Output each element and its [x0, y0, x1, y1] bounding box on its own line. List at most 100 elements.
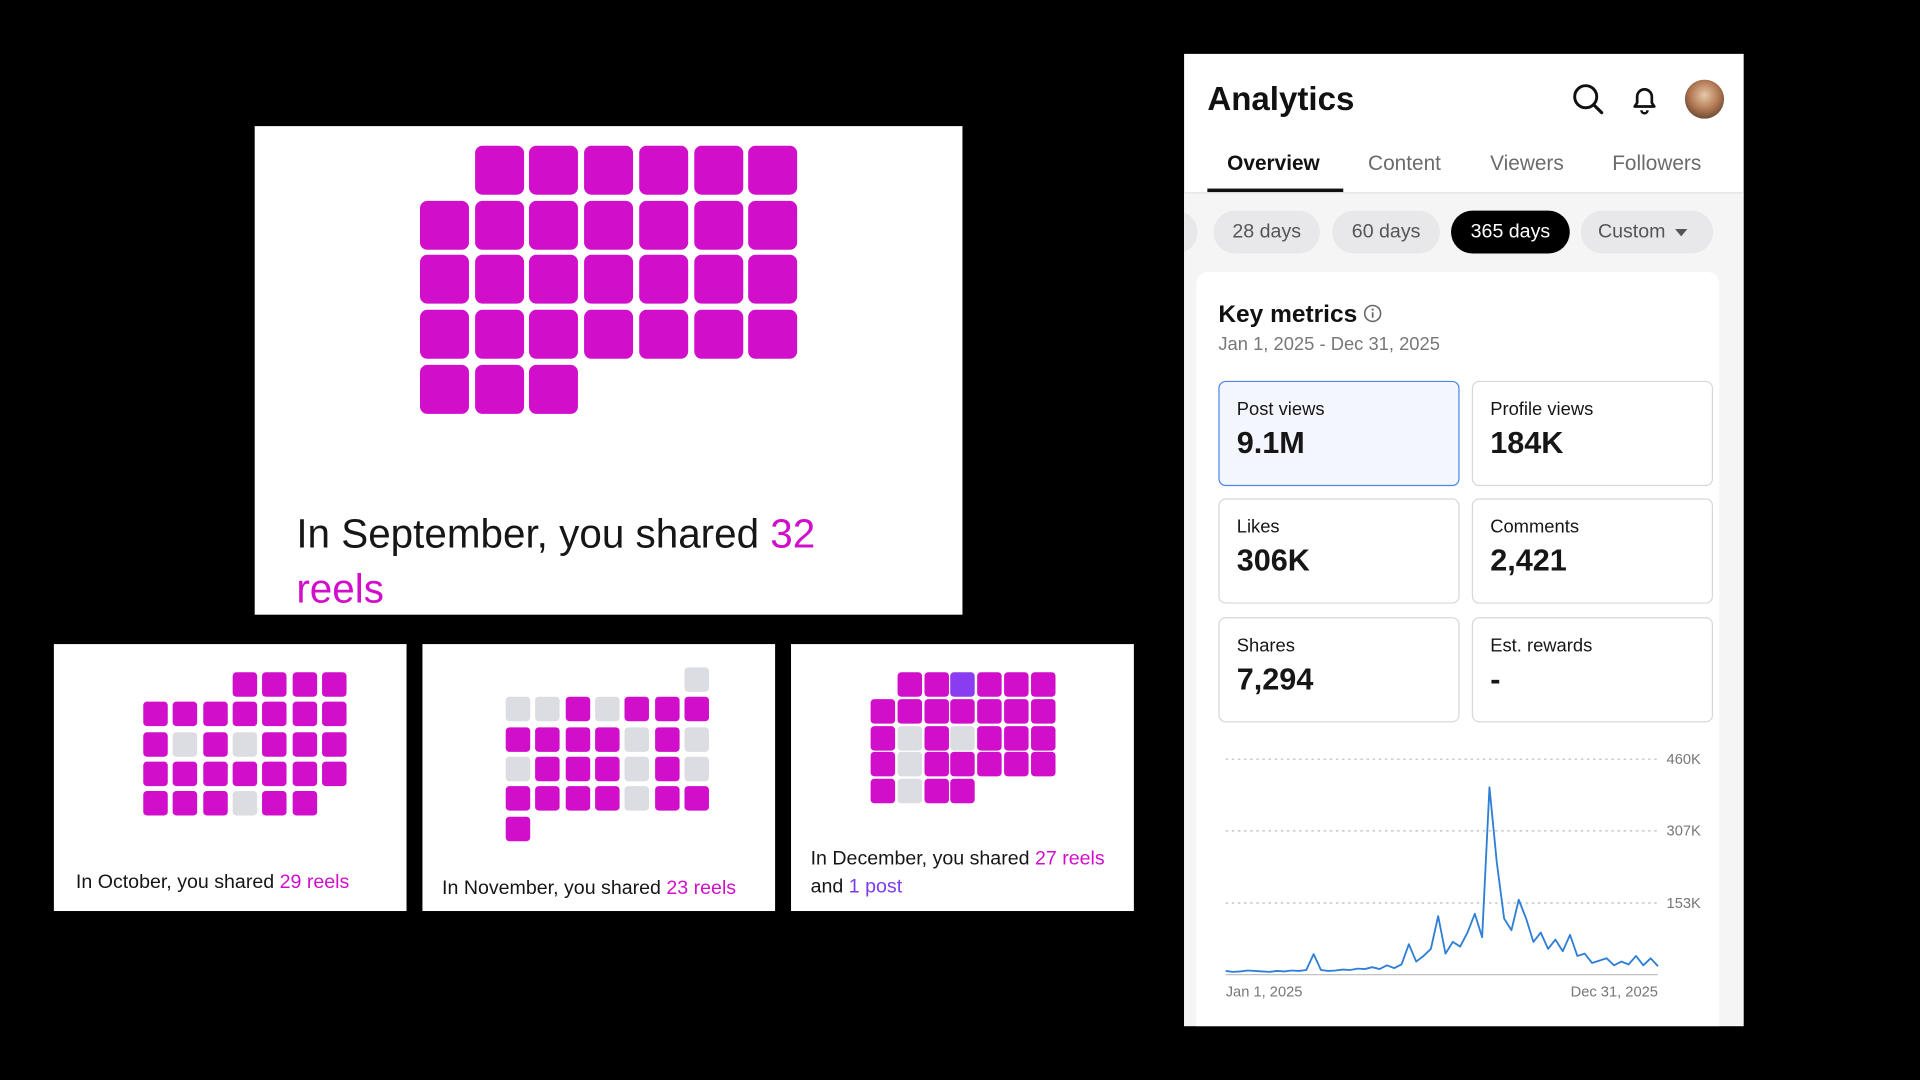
- search-icon[interactable]: [1571, 82, 1605, 116]
- day-cell: [1004, 672, 1029, 697]
- day-cell: [684, 697, 709, 722]
- range-pill[interactable]: Custom: [1580, 210, 1714, 254]
- range-pill[interactable]: 28 days: [1213, 210, 1321, 254]
- day-cell: [624, 697, 650, 722]
- day-cell: [565, 697, 590, 722]
- day-cell: [654, 786, 679, 811]
- day-cell: [1004, 752, 1029, 777]
- day-cell: [870, 752, 896, 777]
- tab[interactable]: Overview: [1227, 151, 1320, 176]
- recap-sentence: In November, you shared: [442, 877, 667, 899]
- recap-text: In December, you shared 27 reels and 1 po…: [811, 845, 1129, 901]
- day-cell: [594, 786, 620, 811]
- notification-icon[interactable]: [1627, 82, 1661, 116]
- day-cell: [474, 145, 524, 195]
- metric-tile[interactable]: Est. rewards -: [1471, 617, 1714, 723]
- day-cell: [1030, 725, 1056, 751]
- day-cell: [143, 731, 168, 757]
- range-pill[interactable]: 60 days: [1332, 210, 1441, 254]
- tab[interactable]: Content: [1368, 151, 1441, 176]
- september-card: In September, you shared 32 reels: [254, 126, 963, 616]
- day-cell: [950, 698, 976, 724]
- date-range: Jan 1, 2025 - Dec 31, 2025: [1218, 334, 1440, 356]
- day-cell: [292, 731, 317, 757]
- day-cell: [321, 672, 347, 697]
- recap-highlight: 29 reels: [279, 871, 350, 893]
- metric-tile[interactable]: Likes 306K: [1218, 498, 1460, 604]
- day-cell: [535, 697, 560, 722]
- day-cell: [638, 255, 688, 305]
- day-cell: [143, 791, 168, 816]
- day-cell: [748, 309, 798, 359]
- day-cell: [654, 726, 679, 752]
- range-pill[interactable]: [1184, 210, 1198, 254]
- recap-text: In November, you shared 23 reels: [442, 876, 736, 903]
- day-cell: [594, 726, 620, 752]
- day-cell: [420, 255, 469, 305]
- day-cell: [693, 255, 743, 305]
- day-cell: [529, 309, 579, 359]
- metric-tile[interactable]: Profile views 184K: [1471, 380, 1714, 487]
- day-cell: [420, 364, 469, 414]
- recap-highlight: 32 reels: [296, 510, 816, 612]
- avatar[interactable]: [1684, 79, 1725, 119]
- day-cell: [584, 145, 634, 195]
- day-cell: [474, 200, 524, 250]
- day-cell: [505, 786, 531, 811]
- day-cell: [950, 752, 976, 777]
- day-cell: [420, 309, 469, 359]
- metric-tile[interactable]: Shares 7,294: [1218, 617, 1460, 723]
- day-cell: [870, 779, 896, 804]
- day-cell: [505, 816, 531, 841]
- day-cell: [262, 672, 287, 697]
- day-cell: [202, 701, 228, 727]
- day-cell: [638, 145, 688, 195]
- day-cell: [474, 309, 524, 359]
- day-cell: [1004, 725, 1029, 751]
- day-cell: [232, 791, 258, 816]
- recap-text: In September, you shared 32 reels: [296, 506, 872, 616]
- day-cell: [262, 701, 287, 727]
- day-cell: [748, 200, 798, 250]
- recap-highlight: 23 reels: [666, 877, 737, 899]
- day-cell: [950, 725, 976, 751]
- day-cell: [748, 255, 798, 305]
- recap-sentence: In September, you shared: [296, 510, 771, 556]
- tab[interactable]: Viewers: [1490, 151, 1564, 176]
- day-cell: [535, 726, 560, 752]
- day-cell: [505, 697, 531, 722]
- day-cell: [923, 698, 949, 724]
- day-cell: [977, 725, 1002, 751]
- november-card: In November, you shared 23 reels: [422, 644, 776, 912]
- day-cell: [693, 309, 743, 359]
- day-cell: [684, 667, 709, 692]
- recap-highlight: 27 reels: [1034, 848, 1105, 870]
- y-tick-label: 460K: [1667, 752, 1702, 768]
- metric-label: Est. rewards: [1490, 635, 1593, 657]
- day-cell: [977, 752, 1002, 777]
- day-cell: [143, 701, 168, 727]
- tab[interactable]: Followers: [1612, 151, 1702, 176]
- day-cell: [529, 255, 579, 305]
- range-pill[interactable]: 365 days: [1451, 210, 1570, 254]
- metric-tile[interactable]: Comments 2,421: [1471, 498, 1714, 604]
- recap-sentence: and: [810, 876, 844, 898]
- info-icon[interactable]: [1363, 304, 1383, 324]
- metric-value: 9.1M: [1236, 426, 1305, 461]
- day-cell: [321, 731, 347, 757]
- day-cell: [232, 672, 258, 697]
- metric-label: Profile views: [1490, 399, 1594, 421]
- analytics-panel: Analytics Overview Content Viewers Follo…: [1184, 53, 1744, 1027]
- day-cell: [1030, 698, 1056, 724]
- day-cell: [684, 786, 709, 811]
- dropdown-caret: [1675, 228, 1688, 237]
- day-cell: [420, 200, 469, 250]
- metric-tile[interactable]: Post views 9.1M: [1218, 380, 1460, 487]
- day-cell: [262, 761, 287, 786]
- day-cell: [693, 200, 743, 250]
- metric-value: -: [1490, 662, 1501, 697]
- metric-value: 184K: [1490, 426, 1564, 461]
- day-cell: [232, 761, 258, 786]
- day-cell: [321, 761, 347, 786]
- day-cell: [748, 145, 798, 195]
